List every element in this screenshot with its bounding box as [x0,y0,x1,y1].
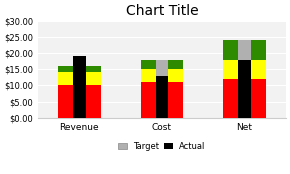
Bar [58,85,101,118]
Bar [238,60,251,118]
Bar [156,76,168,118]
Bar [58,66,101,72]
Bar [141,82,184,118]
Bar [73,66,86,118]
Bar [238,40,251,118]
Bar [223,40,266,60]
Bar [58,66,101,118]
Bar [223,79,266,118]
Bar [58,72,101,85]
Bar [141,69,184,82]
Legend: Target, Actual: Target, Actual [115,139,209,154]
Bar [141,60,184,69]
Bar [73,56,86,118]
Bar [223,60,266,79]
Bar [156,60,168,118]
Bar [141,60,184,118]
Bar [223,40,266,118]
Title: Chart Title: Chart Title [126,4,198,18]
